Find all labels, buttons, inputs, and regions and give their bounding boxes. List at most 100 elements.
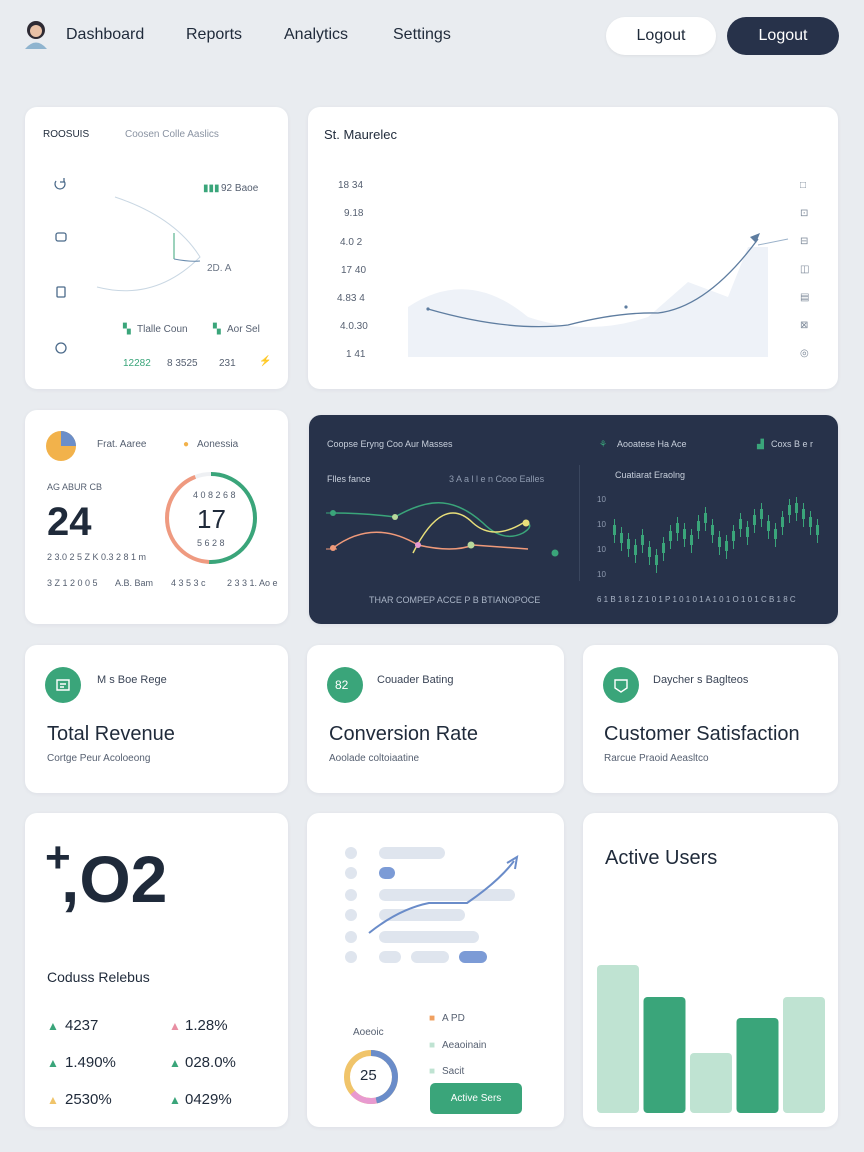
candle-body [711, 525, 714, 535]
big-stat-5: 2530% [65, 1091, 112, 1108]
logout-button-dark[interactable]: Logout [727, 17, 839, 55]
candle-body [627, 539, 630, 549]
metric-sub: Rarcue Praoid Aeasltco [604, 753, 709, 764]
candle-body [816, 525, 819, 535]
candle-body [648, 547, 651, 557]
candle-body [774, 529, 777, 539]
activity-donut [344, 1050, 398, 1104]
candle-body [697, 521, 700, 531]
big-stat-1: 4237 [65, 1017, 99, 1034]
score-stat-2: A.B. Bam [115, 578, 154, 588]
score-sub: 2 3.0 2 5 Z K 0.3 2 8 1 m [47, 552, 147, 562]
edit-icon[interactable]: ⊠ [800, 320, 809, 331]
up-arrow-icon: ▲ [169, 1019, 181, 1033]
dark-divider [579, 465, 580, 581]
active-users-button[interactable]: Active Sers [430, 1083, 522, 1114]
metric-tag: Couader Bating [377, 674, 454, 686]
metric-card-satisfaction[interactable]: Daycher s Baglteos Customer Satisfaction… [583, 645, 838, 793]
up-arrow-icon: ▲ [47, 1019, 59, 1033]
chart-icon[interactable]: ◫ [800, 264, 810, 275]
big-stat-3: 1.490% [65, 1054, 116, 1071]
metric-title: Conversion Rate [329, 723, 478, 745]
file-icon[interactable]: ▤ [800, 292, 810, 303]
dark-candle-chart [613, 497, 819, 573]
overview-stat-2: 8 3525 [167, 358, 198, 369]
candle-body [662, 543, 665, 553]
lock-icon[interactable]: ⊡ [800, 208, 809, 219]
nav-dashboard[interactable]: Dashboard [66, 26, 145, 43]
candle-body [683, 529, 686, 539]
candle-body [669, 531, 672, 541]
overview-side-icons [54, 178, 67, 354]
candle-body [620, 533, 623, 543]
active-users-bar [597, 965, 639, 1113]
y-tick: 18 34 [338, 180, 364, 191]
activity-skeleton-chart [345, 847, 519, 963]
logout-button-light[interactable]: Logout [606, 17, 716, 55]
y-tick: 4.83 4 [337, 293, 365, 304]
score-stat-4: 2 3 3 1. Ao e [227, 578, 278, 588]
overview-pct: 2D. A [207, 263, 232, 274]
candle-body [809, 517, 812, 527]
candle-body [753, 515, 756, 525]
up-arrow-icon: ▲ [47, 1093, 59, 1107]
overview-subtitle: Coosen Colle Aaslics [125, 129, 219, 140]
candle-body [760, 509, 763, 519]
conversion-icon [327, 667, 363, 703]
nav-settings[interactable]: Settings [393, 26, 451, 43]
metric-tag: Daycher s Baglteos [653, 674, 749, 686]
metric-title: Customer Satisfaction [604, 723, 800, 745]
candle-body [634, 545, 637, 555]
candle-body [788, 505, 791, 515]
ring-value: 17 [197, 504, 226, 534]
active-users-card: Active Users [583, 813, 838, 1127]
candle-body [704, 513, 707, 523]
square-icon[interactable]: □ [800, 180, 807, 191]
up-arrow-icon: ▲ [169, 1056, 181, 1070]
dark-footer: THAR COMPEP ACCE P B BTIANOPOCE [369, 595, 541, 605]
candle-body [739, 519, 742, 529]
dark-right-badge: Coxs B e r [771, 439, 814, 449]
activity-legend-3: Sacit [442, 1066, 465, 1077]
candle-body [781, 517, 784, 527]
overview-arc [96, 196, 201, 292]
conversion-badge: 82 [335, 678, 349, 692]
legend-dot: ■ [429, 1013, 436, 1024]
top-nav: Dashboard Reports Analytics Settings Log… [0, 0, 864, 72]
donut-label: Aoeoic [353, 1027, 384, 1038]
metric-card-revenue[interactable]: M s Boe Rege Total Revenue Cortge Peur A… [25, 645, 288, 793]
dark-right-icon: ⚘ [599, 439, 608, 449]
score-label-b: Aonessia [197, 439, 239, 450]
big-number-card: + ,O2 Coduss Relebus ▲ 4237 ▲ 1.28% ▲ 1.… [25, 813, 288, 1127]
candle-body [802, 509, 805, 519]
bag-icon[interactable]: ⊟ [800, 236, 809, 247]
metric-tag: M s Boe Rege [97, 674, 167, 686]
settings-icon[interactable]: ◎ [800, 348, 809, 359]
doc-icon [56, 286, 66, 298]
score-label-a: Frat. Aaree [97, 439, 147, 450]
score-value: 24 [47, 500, 92, 544]
score-stat-1: 3 Z 1 2 0 0 5 [47, 578, 98, 588]
dark-right-sub: Cuatiarat Eraolng [615, 470, 686, 480]
score-card: Frat. Aaree ● Aonessia AG ABUR CB 24 2 3… [25, 410, 288, 624]
up-arrow-icon: ▲ [169, 1093, 181, 1107]
overview-title: ROOSUIS [43, 129, 90, 140]
big-stat-4: 028.0% [185, 1054, 236, 1071]
nav-reports[interactable]: Reports [186, 26, 243, 43]
candle-body [795, 503, 798, 513]
dark-legend: Flles fance [327, 474, 371, 484]
activity-legend-2: Aeaoinain [442, 1040, 487, 1051]
box-icon [55, 232, 67, 242]
overview-legend-a: Tlalle Coun [137, 324, 188, 335]
nav-analytics[interactable]: Analytics [284, 26, 349, 43]
legend-marker-a: ▚ [123, 324, 131, 335]
metric-card-conversion[interactable]: 82 Couader Bating Conversion Rate Aoolad… [307, 645, 564, 793]
overview-stat-3: 231 [219, 358, 236, 369]
up-arrow-icon: ▲ [47, 1056, 59, 1070]
active-users-bar [690, 1053, 732, 1113]
trend-card: St. Maurelec 18 34 9.18 4.0 2 17 40 4.83… [308, 107, 838, 389]
user-avatar[interactable] [22, 18, 50, 50]
right-tick: 10 [597, 495, 606, 504]
bars-icon: ▮▮▮ [203, 183, 220, 194]
candle-body [725, 541, 728, 551]
